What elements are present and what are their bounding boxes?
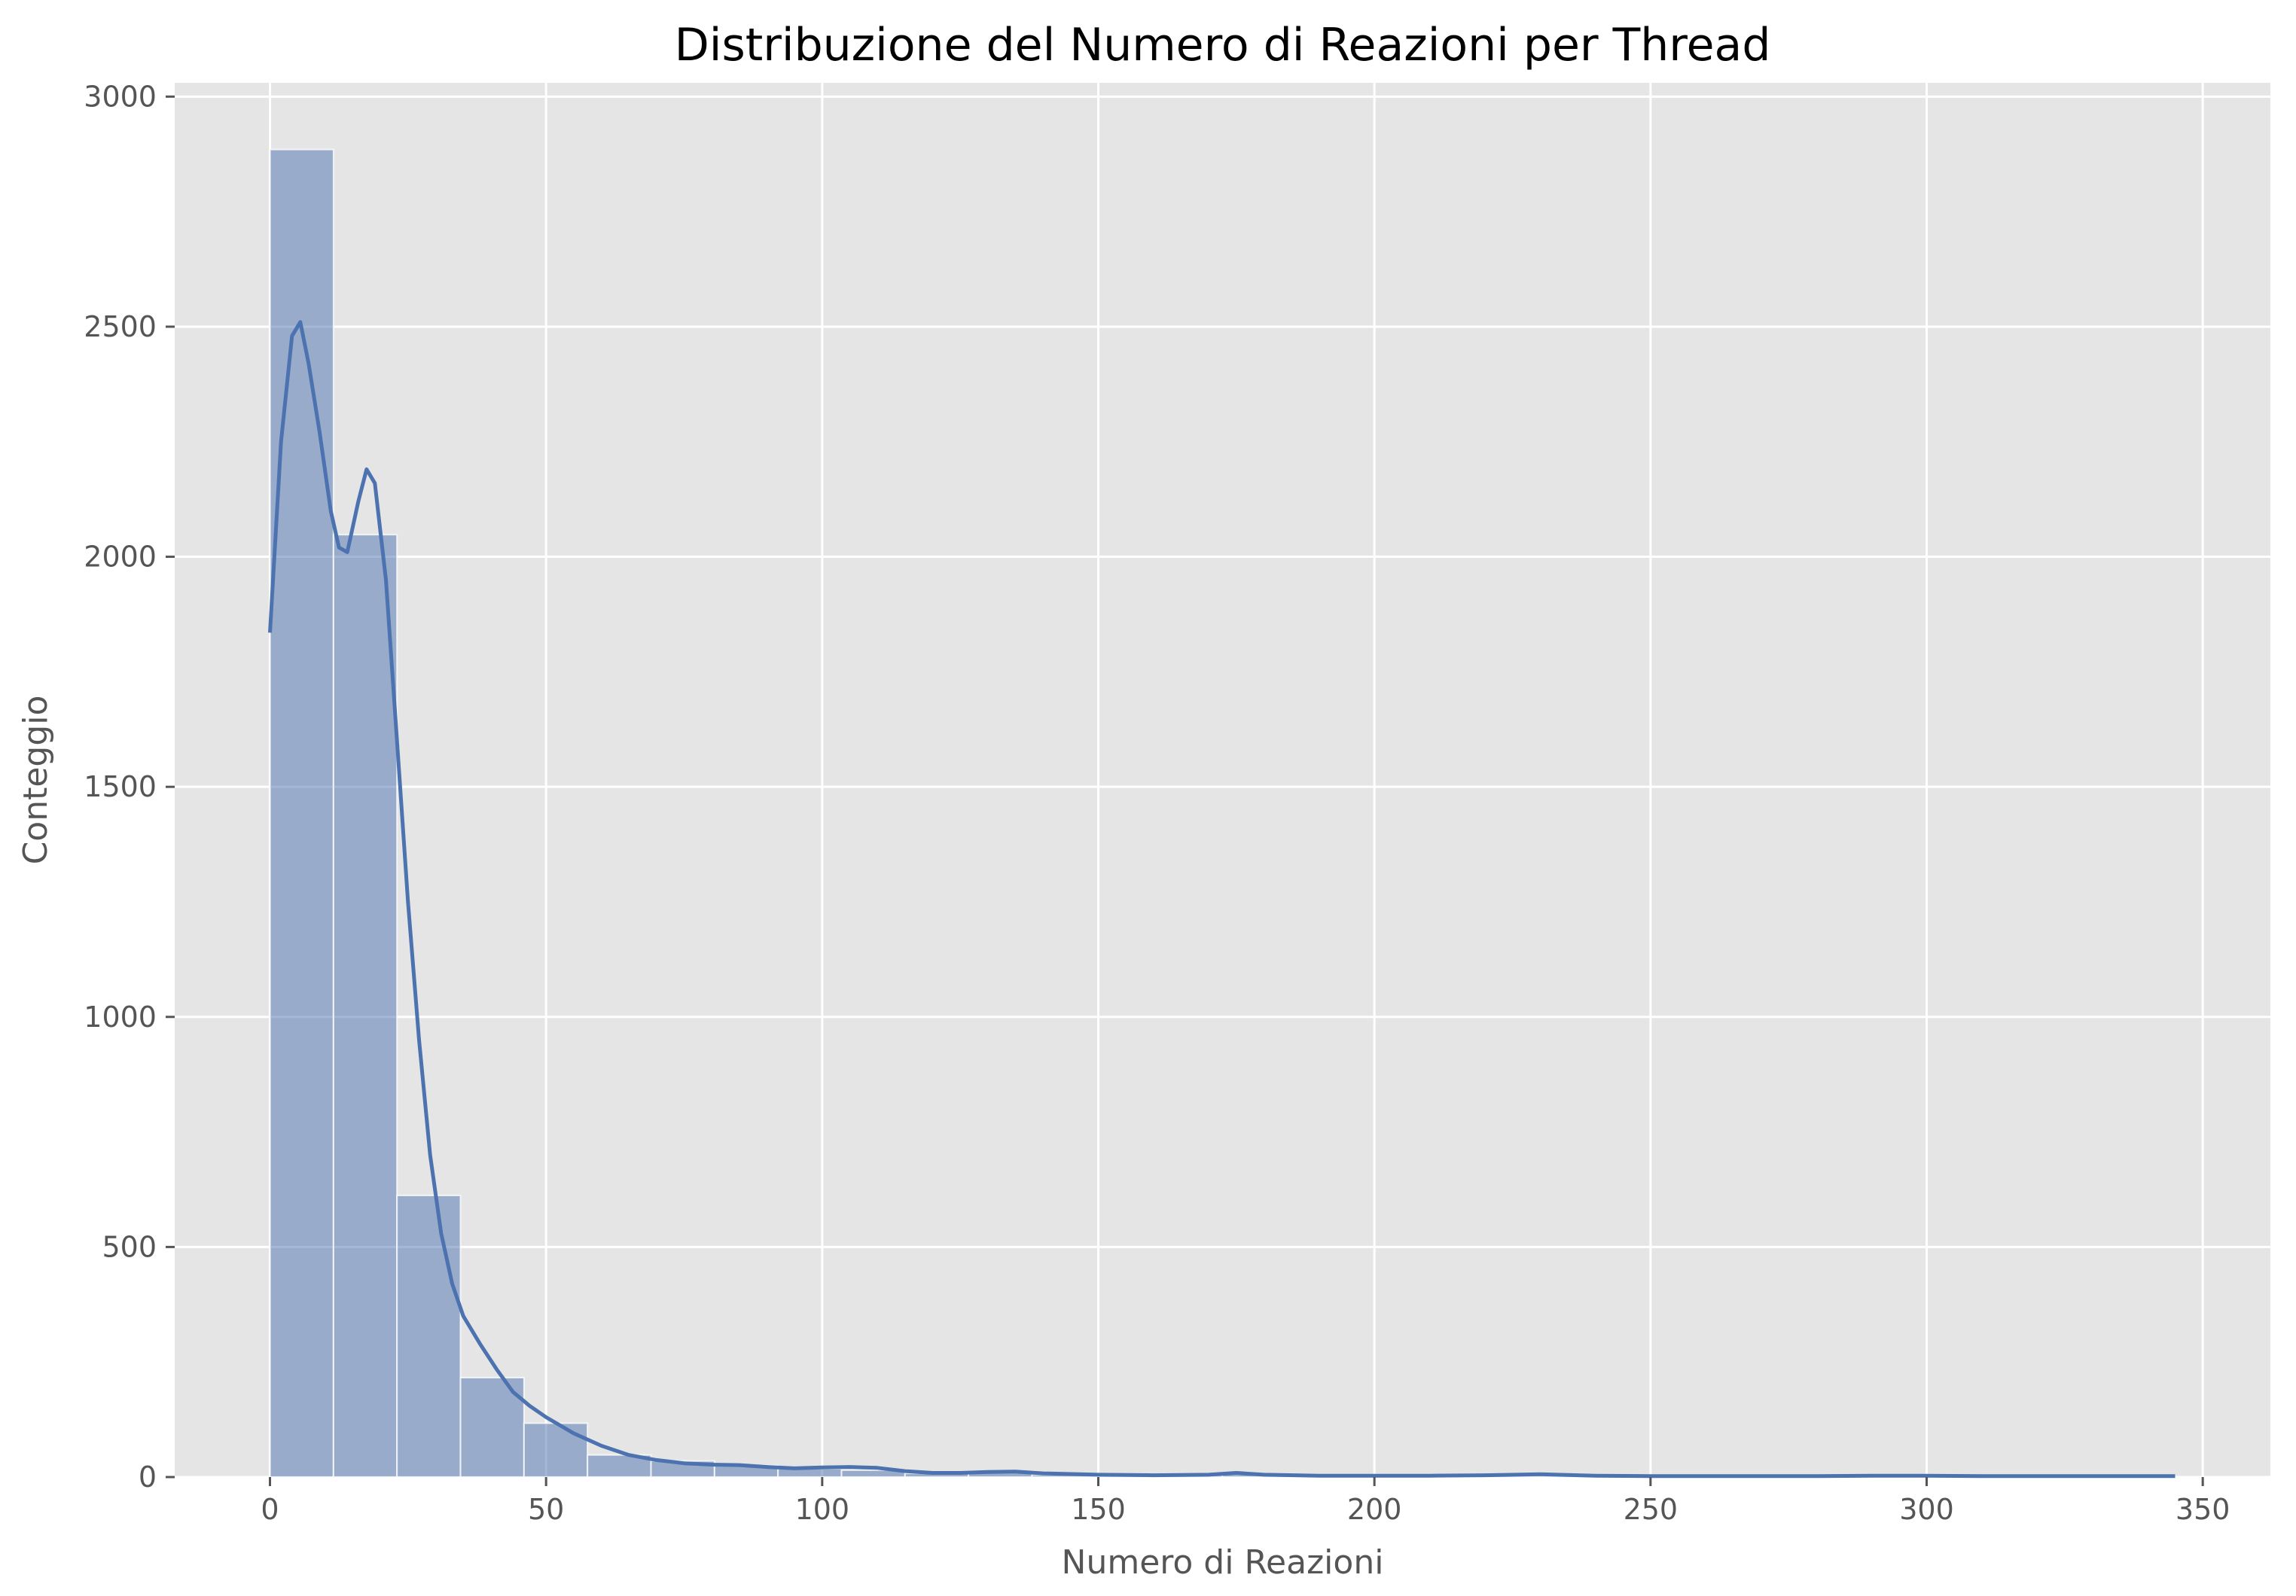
y-axis-ticks: 0 500 1000 1500 2000 2500 3000 — [84, 80, 175, 1494]
y-tick-label: 3000 — [84, 80, 157, 113]
x-axis-ticks: 0 50 100 150 200 250 300 350 — [261, 1477, 2230, 1526]
histogram-bar — [777, 1467, 843, 1479]
y-tick-label: 1500 — [84, 770, 157, 803]
x-tick-label: 100 — [795, 1493, 850, 1526]
histogram-bar — [396, 1194, 462, 1478]
plot-background — [175, 83, 2270, 1477]
y-tick-label: 500 — [102, 1230, 157, 1263]
x-tick-label: 0 — [261, 1493, 279, 1526]
x-tick-label: 350 — [2176, 1493, 2230, 1526]
x-tick-label: 200 — [1347, 1493, 1402, 1526]
y-tick-label: 2500 — [84, 310, 157, 343]
histogram-bars — [269, 148, 2176, 1479]
y-tick-label: 1000 — [84, 1001, 157, 1034]
y-tick-label: 0 — [139, 1460, 157, 1494]
y-tick-label: 2000 — [84, 541, 157, 574]
histogram-bar — [269, 148, 334, 1478]
x-tick-label: 300 — [1899, 1493, 1954, 1526]
y-axis-label: Conteggio — [17, 696, 55, 865]
chart-title: Distribuzione del Numero di Reazioni per… — [675, 19, 1771, 72]
x-tick-label: 50 — [528, 1493, 564, 1526]
histogram-bar — [332, 534, 398, 1478]
x-axis-label: Numero di Reazioni — [1062, 1543, 1384, 1582]
grid-lines — [175, 83, 2270, 1479]
x-tick-label: 250 — [1624, 1493, 1679, 1526]
kde-curve — [268, 320, 2176, 1479]
x-tick-label: 150 — [1071, 1493, 1126, 1526]
histogram-bar — [523, 1422, 589, 1479]
